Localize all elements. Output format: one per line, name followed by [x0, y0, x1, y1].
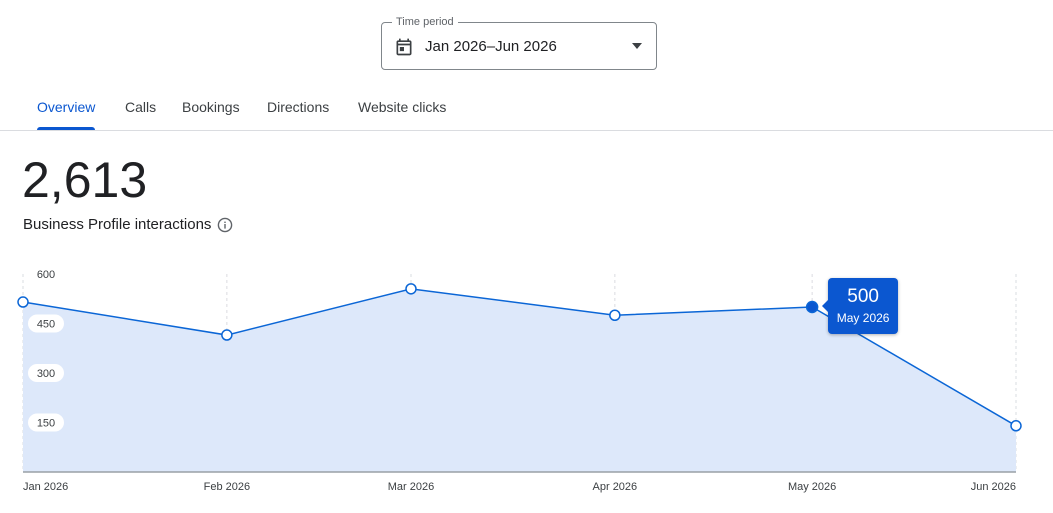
data-point [17, 296, 29, 308]
data-point [609, 309, 621, 321]
info-icon[interactable] [217, 217, 233, 233]
tab-calls[interactable]: Calls [125, 99, 157, 115]
data-point [1010, 420, 1022, 432]
calendar-icon [396, 38, 412, 56]
x-tick-label: Apr 2026 [593, 481, 638, 493]
area-fill [23, 288, 1016, 472]
data-point [405, 283, 417, 295]
x-tick-label: Mar 2026 [388, 481, 434, 493]
y-tick-pill [28, 413, 64, 432]
highlighted-data-point [805, 300, 819, 314]
tab-bookings[interactable]: Bookings [182, 99, 240, 115]
tab-overview[interactable]: Overview [37, 88, 96, 130]
tab-bar: Overview Calls Bookings Directions Websi… [0, 88, 1053, 131]
interactions-chart: 600 450 300 150 Jan 2026 Feb 2026 Mar 2026 Apr … [0, 260, 1053, 513]
tooltip-value: 500 [847, 286, 879, 307]
chart-svg: 600 450 300 150 Jan 2026 Feb 2026 Mar 2026 Apr … [17, 269, 1022, 493]
x-tick-label: May 2026 [788, 481, 836, 493]
tab-website-clicks[interactable]: Website clicks [358, 99, 447, 115]
y-tick-label: 450 [37, 319, 55, 331]
tooltip-label: May 2026 [836, 311, 890, 325]
x-tick-label: Jun 2026 [971, 481, 1016, 493]
time-period-value: Jan 2026–Jun 2026 [425, 38, 557, 55]
metric-total-value: 2,613 [22, 152, 148, 208]
y-tick-label: 600 [37, 269, 55, 281]
y-tick-pill [28, 314, 64, 333]
metric-label: Business Profile interactions [23, 216, 212, 233]
y-tick-label: 150 [37, 418, 55, 430]
chart-tooltip: 500 May 2026 [822, 278, 899, 334]
x-tick-label: Feb 2026 [204, 481, 250, 493]
time-period-label: Time period [392, 15, 458, 29]
y-tick-label: 300 [37, 368, 55, 380]
time-period-select[interactable]: Time period Jan 2026–Jun 2026 [381, 15, 657, 70]
data-point [221, 329, 233, 341]
y-tick-pill [28, 364, 64, 382]
x-tick-label: Jan 2026 [23, 481, 68, 493]
tab-directions[interactable]: Directions [267, 99, 330, 115]
dropdown-arrow-icon[interactable] [632, 43, 642, 49]
